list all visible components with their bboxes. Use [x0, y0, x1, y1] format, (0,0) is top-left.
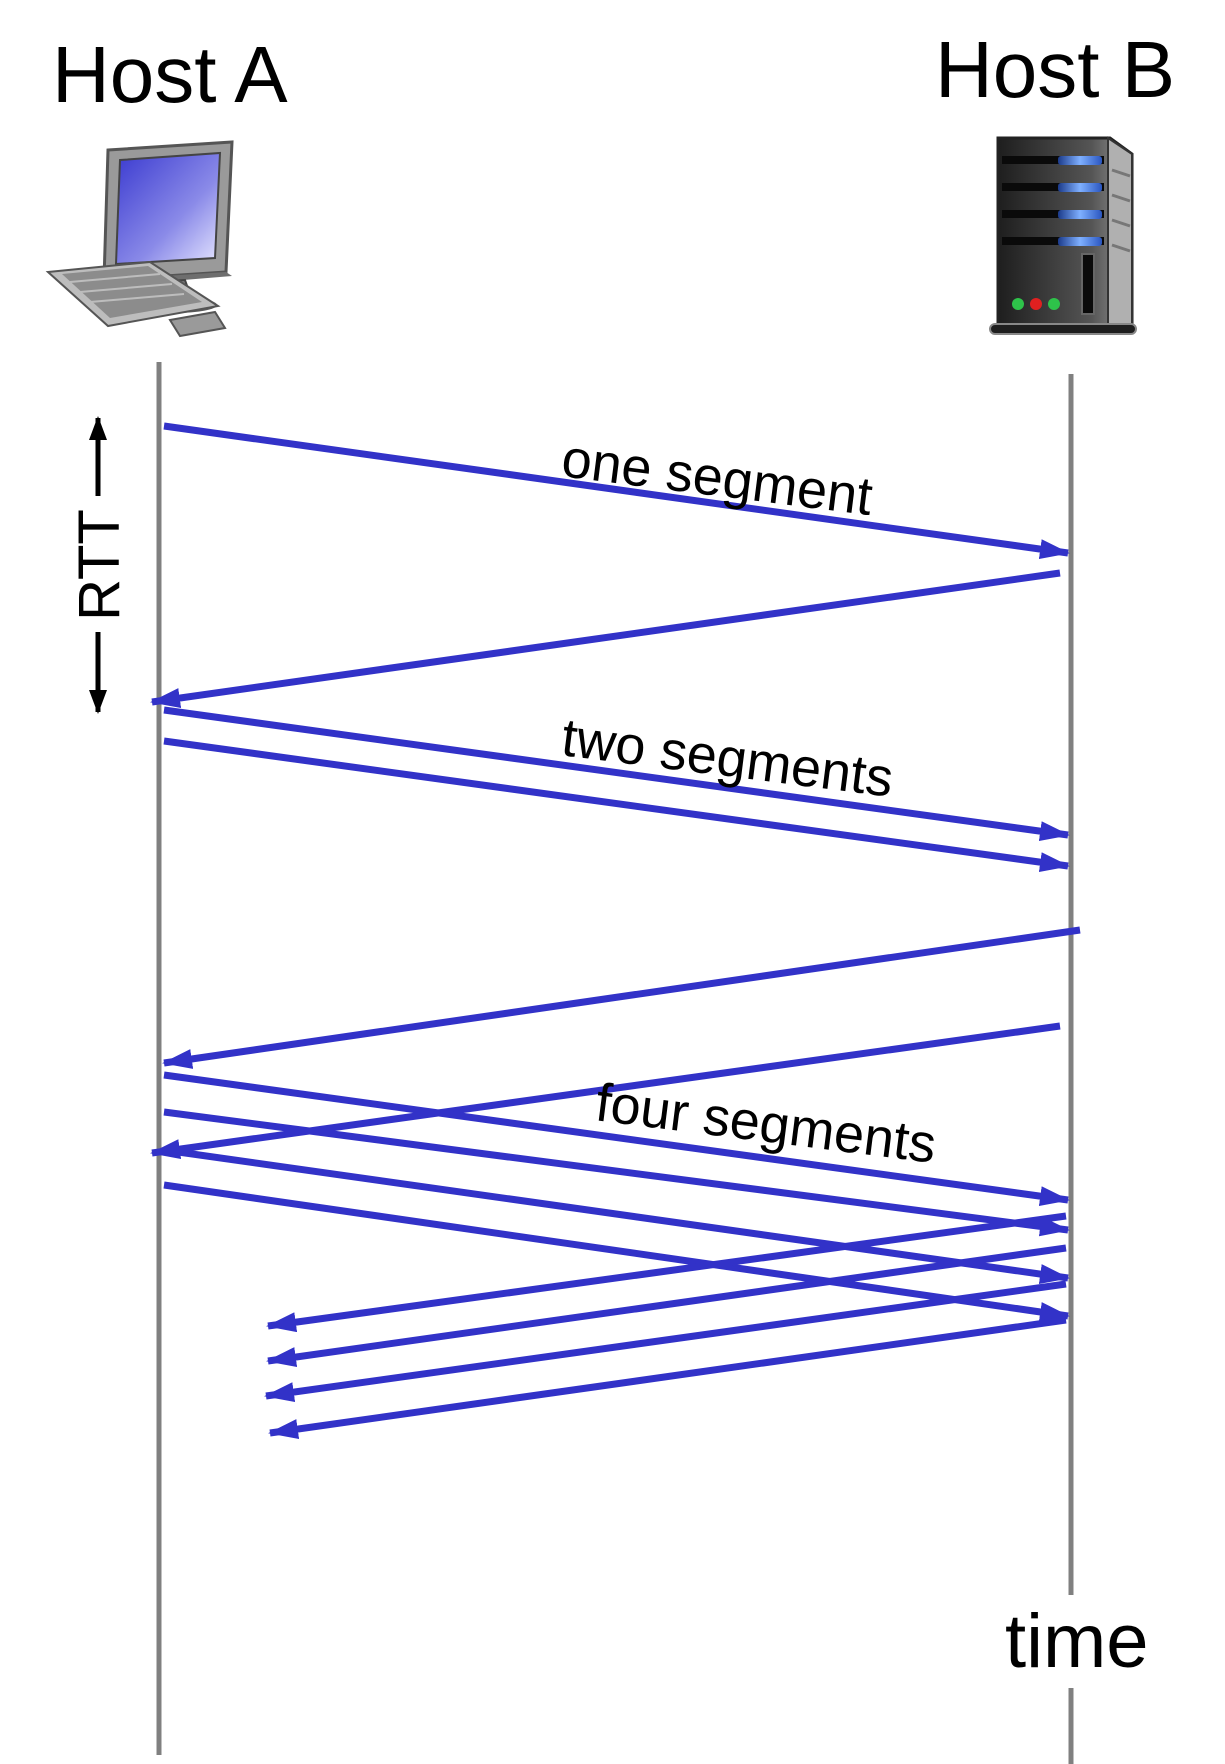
- round-1-label: one segment: [558, 428, 875, 527]
- round-2-label: two segments: [558, 707, 896, 808]
- round-2-segment-arrow-1: [163, 706, 1070, 842]
- time-label: time: [1005, 1599, 1149, 1684]
- rtt-indicator: RTT: [67, 416, 132, 714]
- round-2-segment-arrow-2: [163, 737, 1070, 873]
- rtt-label: RTT: [67, 509, 132, 621]
- round-1-segment-arrow: [163, 422, 1070, 560]
- desktop-computer-icon: [45, 140, 234, 338]
- round-3-segment-arrow-3: [163, 1146, 1070, 1284]
- round-3-segment-arrow-2: [163, 1108, 1070, 1237]
- round-3-ack-arrow-1: [266, 1212, 1067, 1333]
- round-3-ack-arrow-3: [264, 1280, 1067, 1403]
- round-3-ack-arrow-4: [268, 1316, 1067, 1439]
- round-3-segment-arrow-1: [163, 1071, 1070, 1207]
- round-3-ack-arrow-2: [266, 1244, 1067, 1367]
- round-1-ack-arrow: [150, 569, 1061, 708]
- round-2-ack-arrow-1: [162, 926, 1081, 1069]
- host-b-title: Host B: [935, 25, 1175, 114]
- server-tower-icon: [989, 136, 1137, 335]
- host-a-title: Host A: [52, 30, 288, 119]
- round-3-segment-arrow-4: [163, 1181, 1070, 1322]
